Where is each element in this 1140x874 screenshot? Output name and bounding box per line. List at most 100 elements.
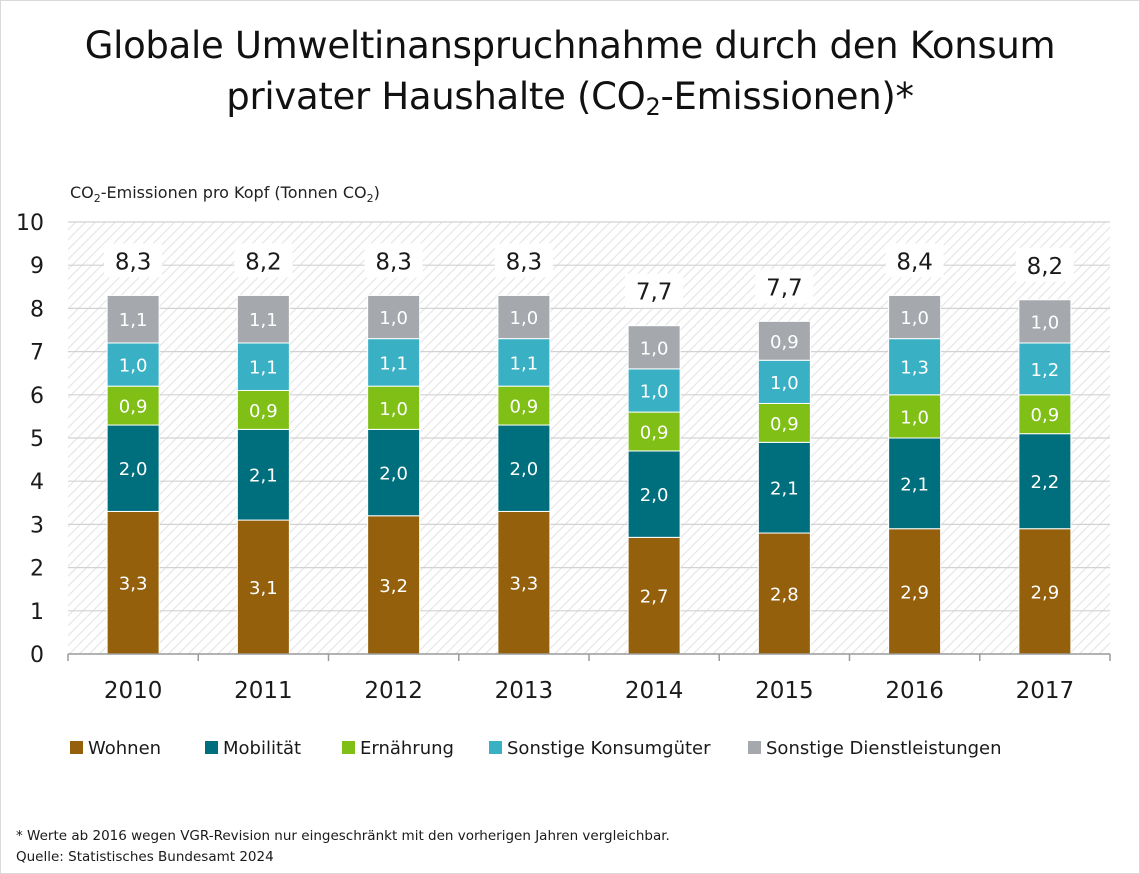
total-value-label: 8,4 (896, 249, 933, 275)
y-axis-title: CO2-Emissionen pro Kopf (Tonnen CO2) (70, 183, 380, 205)
bar-segment (1018, 433, 1072, 530)
segment-value-label: 2,8 (770, 585, 799, 606)
bar-segment (627, 411, 681, 452)
x-tick-label: 2011 (234, 678, 293, 704)
total-value-label: 7,7 (766, 275, 803, 301)
segment-value-label: 1,3 (900, 358, 929, 379)
segment-value-label: 1,1 (510, 353, 539, 374)
bar-segment (497, 385, 551, 426)
segment-value-label: 2,7 (640, 587, 669, 608)
segment-value-label: 3,3 (510, 574, 539, 595)
legend-swatch (205, 741, 218, 754)
bar-segment (888, 528, 942, 655)
bar-segment (497, 338, 551, 387)
legend-label: Wohnen (88, 738, 161, 759)
footnote-text: * Werte ab 2016 wegen VGR-Revision nur e… (16, 828, 670, 844)
segment-value-label: 2,0 (119, 459, 148, 480)
x-tick-label: 2015 (755, 678, 814, 704)
total-label-box (364, 243, 423, 278)
segment-value-label: 2,9 (1031, 582, 1060, 603)
segment-value-label: 0,9 (510, 397, 539, 418)
total-label-box (1015, 247, 1074, 282)
segment-value-label: 1,0 (640, 381, 669, 402)
y-tick-label: 0 (30, 643, 44, 668)
segment-value-label: 1,1 (249, 358, 278, 379)
x-tick-label: 2016 (885, 678, 944, 704)
segment-value-label: 1,0 (379, 399, 408, 420)
y-tick-label: 2 (30, 557, 44, 582)
y-tick-label: 6 (30, 384, 44, 409)
y-tick-label: 5 (30, 427, 44, 452)
segment-value-label: 3,2 (379, 576, 408, 597)
segment-value-label: 0,9 (770, 332, 799, 353)
segment-value-label: 2,1 (249, 466, 278, 487)
segment-value-label: 0,9 (770, 414, 799, 435)
legend-label: Sonstige Dienstleistungen (766, 738, 1002, 759)
source-text: Quelle: Statistisches Bundesamt 2024 (16, 849, 274, 865)
legend-swatch (342, 741, 355, 754)
bar-segment (1018, 342, 1072, 396)
segment-value-label: 3,3 (119, 574, 148, 595)
total-label-box (494, 243, 553, 278)
y-axis-title-part: ) (374, 183, 380, 202)
total-label-box (885, 243, 944, 278)
footnote-block: * Werte ab 2016 wegen VGR-Revision nur e… (16, 826, 670, 868)
segment-value-label: 1,0 (640, 338, 669, 359)
bar-segment (1018, 394, 1072, 435)
segment-value-label: 1,1 (119, 310, 148, 331)
y-tick-label: 1 (30, 600, 44, 625)
legend-swatch (489, 741, 502, 754)
bar-segment (888, 294, 942, 340)
x-tick-label: 2012 (364, 678, 423, 704)
bar-segment (757, 320, 811, 361)
bar-segment (627, 450, 681, 538)
title-subscript: 2 (645, 93, 661, 121)
total-value-label: 8,2 (1027, 254, 1064, 280)
y-axis-title-part: -Emissionen pro Kopf (Tonnen CO (101, 183, 367, 202)
bar-segment (106, 342, 160, 387)
bar-segment (236, 389, 290, 430)
total-label-box (234, 243, 293, 278)
bar-segment (888, 437, 942, 530)
legend-label: Sonstige Konsumgüter (507, 738, 711, 759)
segment-value-label: 0,9 (119, 397, 148, 418)
title-line-2: privater Haushalte (CO2-Emissionen)* (0, 71, 1140, 122)
segment-value-label: 0,9 (1031, 405, 1060, 426)
segment-value-label: 1,0 (379, 308, 408, 329)
segment-value-label: 1,0 (1031, 312, 1060, 333)
segment-value-label: 2,1 (770, 479, 799, 500)
bar-segment (367, 385, 421, 430)
total-label-box (755, 269, 814, 304)
bar-segment (367, 428, 421, 517)
total-value-label: 8,3 (115, 249, 152, 275)
total-value-label: 8,2 (245, 249, 282, 275)
bar-segment (367, 338, 421, 387)
y-axis-title-subscript: 2 (367, 192, 374, 205)
segment-value-label: 1,0 (900, 308, 929, 329)
segment-value-label: 2,2 (1031, 472, 1060, 493)
title-line-2-end: -Emissionen)* (660, 75, 915, 118)
bar-segment (888, 394, 942, 439)
segment-value-label: 0,9 (249, 401, 278, 422)
x-tick-label: 2014 (625, 678, 684, 704)
y-tick-label: 3 (30, 513, 44, 538)
segment-value-label: 3,1 (249, 578, 278, 599)
bar-segment (627, 325, 681, 370)
segment-value-label: 1,0 (510, 308, 539, 329)
segment-value-label: 2,9 (900, 582, 929, 603)
y-tick-label: 7 (30, 341, 44, 366)
bar-segment (1018, 299, 1072, 344)
total-value-label: 7,7 (636, 280, 673, 306)
y-tick-label: 9 (30, 254, 44, 279)
y-tick-label: 8 (30, 297, 44, 322)
bar-segment (236, 428, 290, 521)
bar-segment (106, 385, 160, 426)
total-value-label: 8,3 (506, 249, 543, 275)
x-tick-label: 2013 (495, 678, 554, 704)
title-line-1: Globale Umweltinanspruchnahme durch den … (84, 24, 1056, 67)
bar-segment (1018, 528, 1072, 655)
title-line-2-start: privater Haushalte (CO (226, 75, 646, 118)
legend-swatch (70, 741, 83, 754)
segment-value-label: 1,1 (249, 310, 278, 331)
